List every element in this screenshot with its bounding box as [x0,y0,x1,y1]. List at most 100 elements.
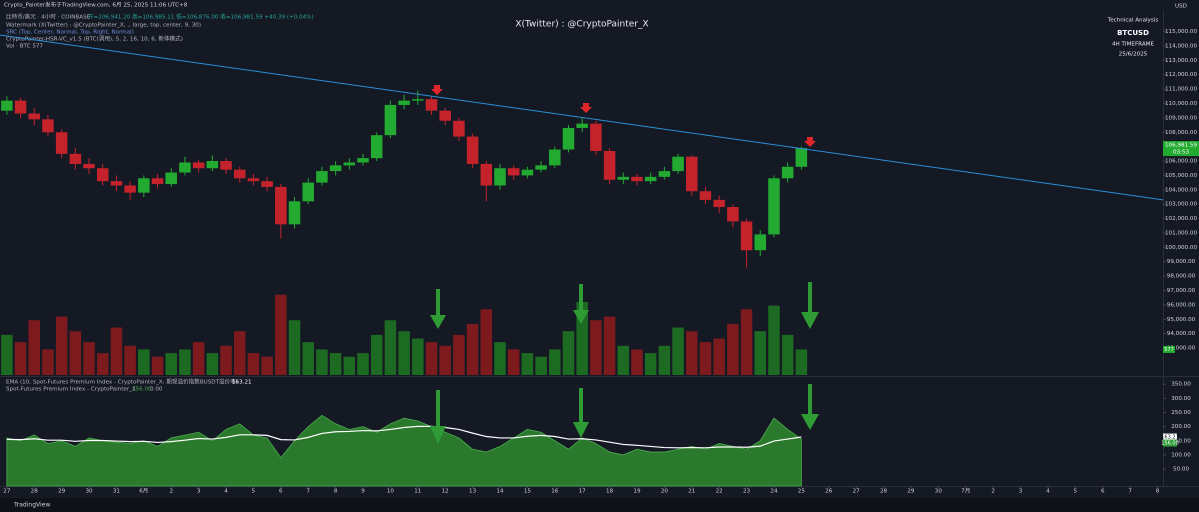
volume-bar [453,334,465,375]
candle-body [631,176,643,182]
volume-bar [138,349,150,375]
x-tick-label: 10 [387,489,395,495]
candle-body [507,168,520,176]
y-tick-label: 250.00 [1171,410,1191,416]
y-tick-label: 100.00 [1171,452,1191,458]
ohlc-line: 开=106,941.20 高=106,985.11 低=106,876.00 收… [88,13,314,21]
volume-bar [631,349,643,375]
volume-bar [699,342,712,375]
peak-arrow [431,85,443,95]
y-tick-label: 200.00 [1171,424,1191,430]
x-tick-label: 4 [224,489,228,495]
x-tick-label: 23 [743,489,751,495]
volume-bar [384,320,397,375]
y-tick-label: 103,000.00 [1165,202,1197,208]
footer-brand: TradingView [13,502,50,509]
x-tick-label: 5 [252,489,256,495]
volume-bar [69,331,82,375]
x-tick-label: 2 [169,489,173,495]
candle-body [138,178,150,193]
countdown: 03:53 [1173,150,1190,156]
candle-body [562,127,575,150]
candle-body [357,158,369,163]
peak-arrow [580,103,592,113]
y-tick-label: 94,000.00 [1167,331,1196,337]
volume-bar [28,320,40,375]
volume-bar [110,327,123,375]
candle-body [535,165,547,170]
volume-bar [727,323,739,375]
y-tick-label: 95,000.00 [1167,317,1196,323]
x-tick-label: 30 [85,489,93,495]
volume-bar [329,353,342,375]
x-tick-label: 13 [469,489,477,495]
volume-bar [754,331,767,375]
y-tick-label: 102,000.00 [1165,216,1197,222]
volume-bar [275,294,287,375]
candle-body [781,166,794,179]
legend-entry: EMA (10, Spot-Futures Premium Index - Cr… [6,378,238,386]
candle-body [412,99,424,101]
volume-bar [658,345,671,375]
volume-bar [617,345,630,375]
volume-bar [713,338,725,375]
last-price-label: 106,981.59 [1165,143,1197,149]
footer-bar [0,498,1199,512]
volume-value-box [1163,345,1175,353]
candle-body [398,100,410,105]
last-price-box [1163,141,1199,157]
volume-bar [740,309,753,375]
x-tick-label: 7 [1128,489,1132,495]
symbol-line: 比特币/美元 · 4小时 · COINBASE [6,13,91,21]
volume-bar [192,342,205,375]
x-tick-label: 7月 [961,488,970,495]
info-box-line: Technical Analysis [1107,18,1159,24]
x-tick-label: 26 [825,489,833,495]
currency-label: USD [1175,4,1187,10]
x-tick-label: 14 [496,489,504,495]
y-tick-label: 109,000.00 [1165,115,1197,121]
candle-body [740,221,753,251]
ema-line [6,425,802,449]
candle-body [28,113,40,120]
candle-body [795,148,808,167]
volume-bar [42,349,54,375]
x-tick-label: 12 [442,489,449,495]
volume-bar [124,345,136,375]
y-tick-label: 100,000.00 [1165,245,1197,251]
candle-body [14,100,27,114]
candle-body [316,171,328,183]
volume-bar [425,342,438,375]
volume-bar [220,345,232,375]
candle-body [672,156,684,172]
volume-arrow [430,289,446,329]
volume-bar [179,349,191,375]
candle-body [220,161,232,170]
candle-body [576,123,588,128]
candle-body [165,172,177,185]
volume-bar [521,353,534,375]
volume-bar [590,320,602,375]
candle-body [288,201,301,225]
candle-body [179,162,191,173]
x-tick-label: 7 [306,489,310,495]
volume-bar [206,353,219,375]
volume-bar [672,327,684,375]
candle-body [768,178,780,235]
candle-body [686,156,698,192]
watermark: X(Twitter) : @CryptoPainter_X [515,20,648,30]
candle-body [480,163,493,186]
candle-body [55,132,68,154]
x-tick-label: 27 [3,489,11,495]
y-tick-label: 111,000.00 [1165,87,1197,93]
volume-bar [151,356,164,375]
x-tick-label: 15 [524,489,532,495]
ema-value-label: 163.21 [1161,435,1179,441]
candle-body [275,186,287,225]
x-tick-label: 6 [279,489,283,495]
candle-body [151,178,164,185]
candle-body [384,104,397,136]
legend-value: 163.21 [232,380,252,386]
x-tick-label: 25 [798,489,806,495]
